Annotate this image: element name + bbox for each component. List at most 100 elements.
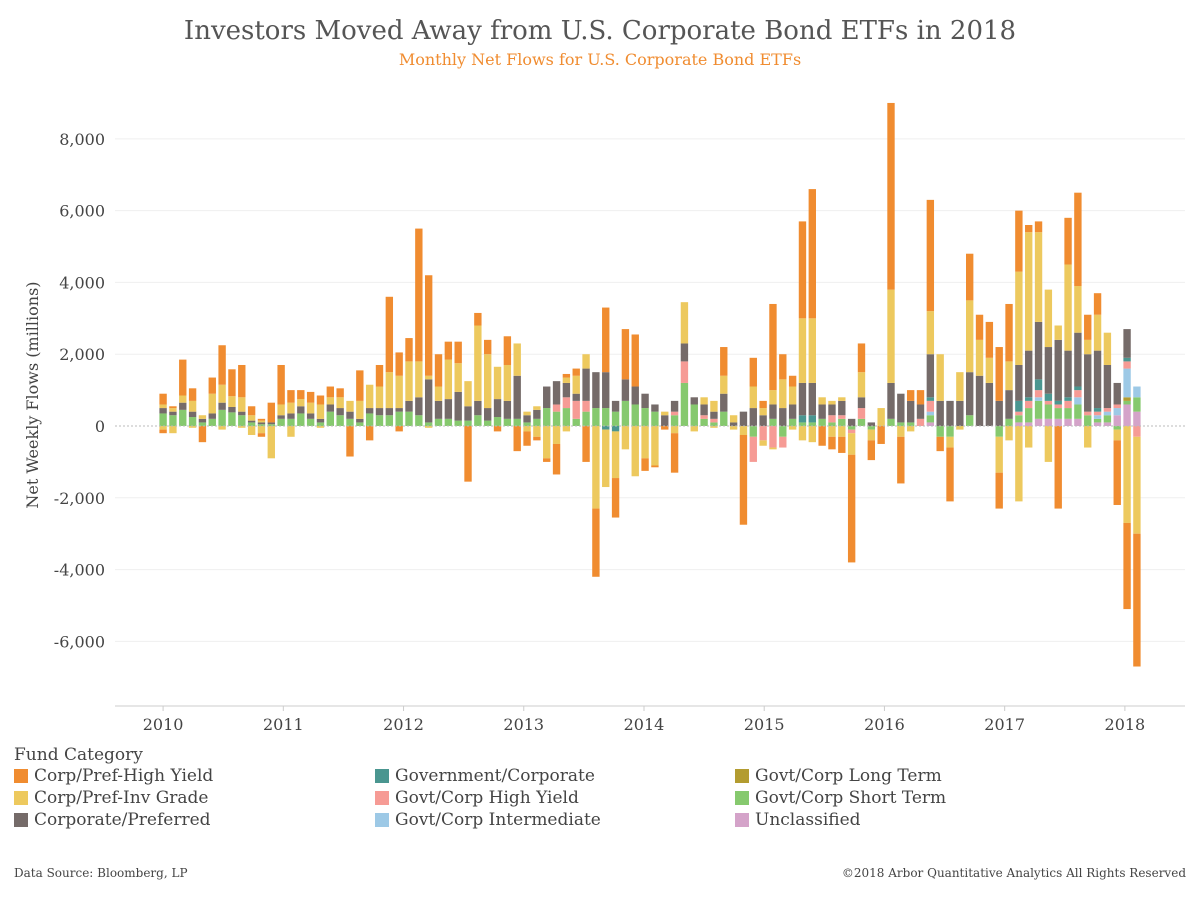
copyright: ©2018 Arbor Quantitative Analytics All R… xyxy=(841,866,1186,880)
bar-segment xyxy=(572,418,580,427)
bar-segment xyxy=(838,397,846,401)
legend-item: Govt/Corp High Yield xyxy=(375,788,579,808)
bar-segment xyxy=(316,404,325,419)
bar-segment xyxy=(1015,210,1023,272)
y-tick-label: -4,000 xyxy=(54,561,105,580)
bar-segment xyxy=(1123,404,1131,427)
bar-segment xyxy=(1025,397,1033,401)
bar-segment xyxy=(228,369,236,397)
bar-segment xyxy=(592,508,600,577)
bar-segment xyxy=(533,418,541,427)
bar-segment xyxy=(267,402,275,423)
x-tick-label: 2011 xyxy=(263,715,304,734)
bar-segment xyxy=(1005,426,1013,441)
bar-segment xyxy=(926,397,935,401)
bar-segment xyxy=(188,388,197,401)
bar-segment xyxy=(434,354,443,387)
bar-segment xyxy=(169,408,177,412)
bar-segment xyxy=(926,400,935,412)
bar-segment xyxy=(582,354,590,369)
bar-segment xyxy=(552,411,561,427)
bar-segment xyxy=(503,336,512,365)
bar-segment xyxy=(808,426,816,443)
bar-segment xyxy=(552,404,561,412)
bar-segment xyxy=(306,413,315,419)
bar-segment xyxy=(365,408,374,414)
bar-segment xyxy=(779,354,787,380)
bar-segment xyxy=(179,402,187,410)
bar-segment xyxy=(798,318,807,383)
bar-segment xyxy=(464,381,472,407)
bar-segment xyxy=(1034,390,1043,398)
bar-segment xyxy=(218,426,226,430)
bar-segment xyxy=(287,390,295,403)
bar-segment xyxy=(356,422,364,427)
bar-segment xyxy=(552,426,561,444)
bar-segment xyxy=(434,418,443,427)
bar-segment xyxy=(179,409,187,427)
bar-segment xyxy=(710,422,718,427)
bar-segment xyxy=(1064,397,1072,401)
bar-segment xyxy=(1064,264,1072,351)
bar-segment xyxy=(493,417,502,427)
bar-segment xyxy=(1015,364,1023,401)
bar-segment xyxy=(838,436,846,453)
bar-segment xyxy=(847,426,856,430)
bar-segment xyxy=(897,422,905,427)
bar-segment xyxy=(857,408,866,419)
bar-segment xyxy=(887,418,895,427)
bar-segment xyxy=(828,400,836,405)
bar-segment xyxy=(287,402,295,414)
bar-segment xyxy=(1133,411,1141,427)
bar-segment xyxy=(631,404,639,427)
bar-segment xyxy=(838,415,846,419)
bar-segment xyxy=(828,436,836,450)
bar-segment xyxy=(670,433,679,473)
bar-segment xyxy=(169,411,177,416)
bar-segment xyxy=(385,296,394,373)
bar-segment xyxy=(1054,418,1062,427)
bar-segment xyxy=(493,399,502,418)
bar-segment xyxy=(375,415,384,427)
bar-segment xyxy=(267,422,275,425)
bar-segment xyxy=(759,440,767,446)
bar-segment xyxy=(1093,293,1102,315)
bar-segment xyxy=(1034,379,1043,391)
bar-segment xyxy=(169,426,177,434)
bar-segment xyxy=(415,397,423,416)
bar-segment xyxy=(847,429,856,434)
bar-segment xyxy=(188,417,197,427)
bar-segment xyxy=(769,390,777,405)
bar-segment xyxy=(267,424,275,427)
bar-segment xyxy=(395,375,403,409)
bar-segment xyxy=(257,418,266,421)
x-tick-label: 2010 xyxy=(143,715,184,734)
bar-segment xyxy=(316,426,325,428)
bar-segment xyxy=(484,339,492,355)
bar-segment xyxy=(1044,404,1053,419)
bar-segment xyxy=(788,404,797,419)
bar-segment xyxy=(729,415,738,423)
bar-segment xyxy=(247,415,256,421)
bar-segment xyxy=(887,289,895,383)
bar-segment xyxy=(198,426,207,443)
bar-segment xyxy=(395,411,403,427)
bar-segment xyxy=(906,400,915,423)
bar-segment xyxy=(1074,397,1082,405)
bar-segment xyxy=(523,411,531,416)
legend-label: Government/Corporate xyxy=(395,766,595,786)
bar-segment xyxy=(444,399,453,419)
bar-segment xyxy=(1005,390,1013,419)
bar-segment xyxy=(720,347,728,376)
bar-segment xyxy=(1015,426,1023,502)
bar-segment xyxy=(936,400,944,427)
bar-segment xyxy=(1025,400,1033,409)
bar-segment xyxy=(424,375,433,380)
bar-segment xyxy=(975,375,984,427)
bar-segment xyxy=(395,408,403,412)
bar-segment xyxy=(641,408,649,427)
bar-segment xyxy=(424,426,433,428)
bars xyxy=(159,102,1141,667)
bar-segment xyxy=(808,415,816,423)
bar-segment xyxy=(965,300,974,373)
